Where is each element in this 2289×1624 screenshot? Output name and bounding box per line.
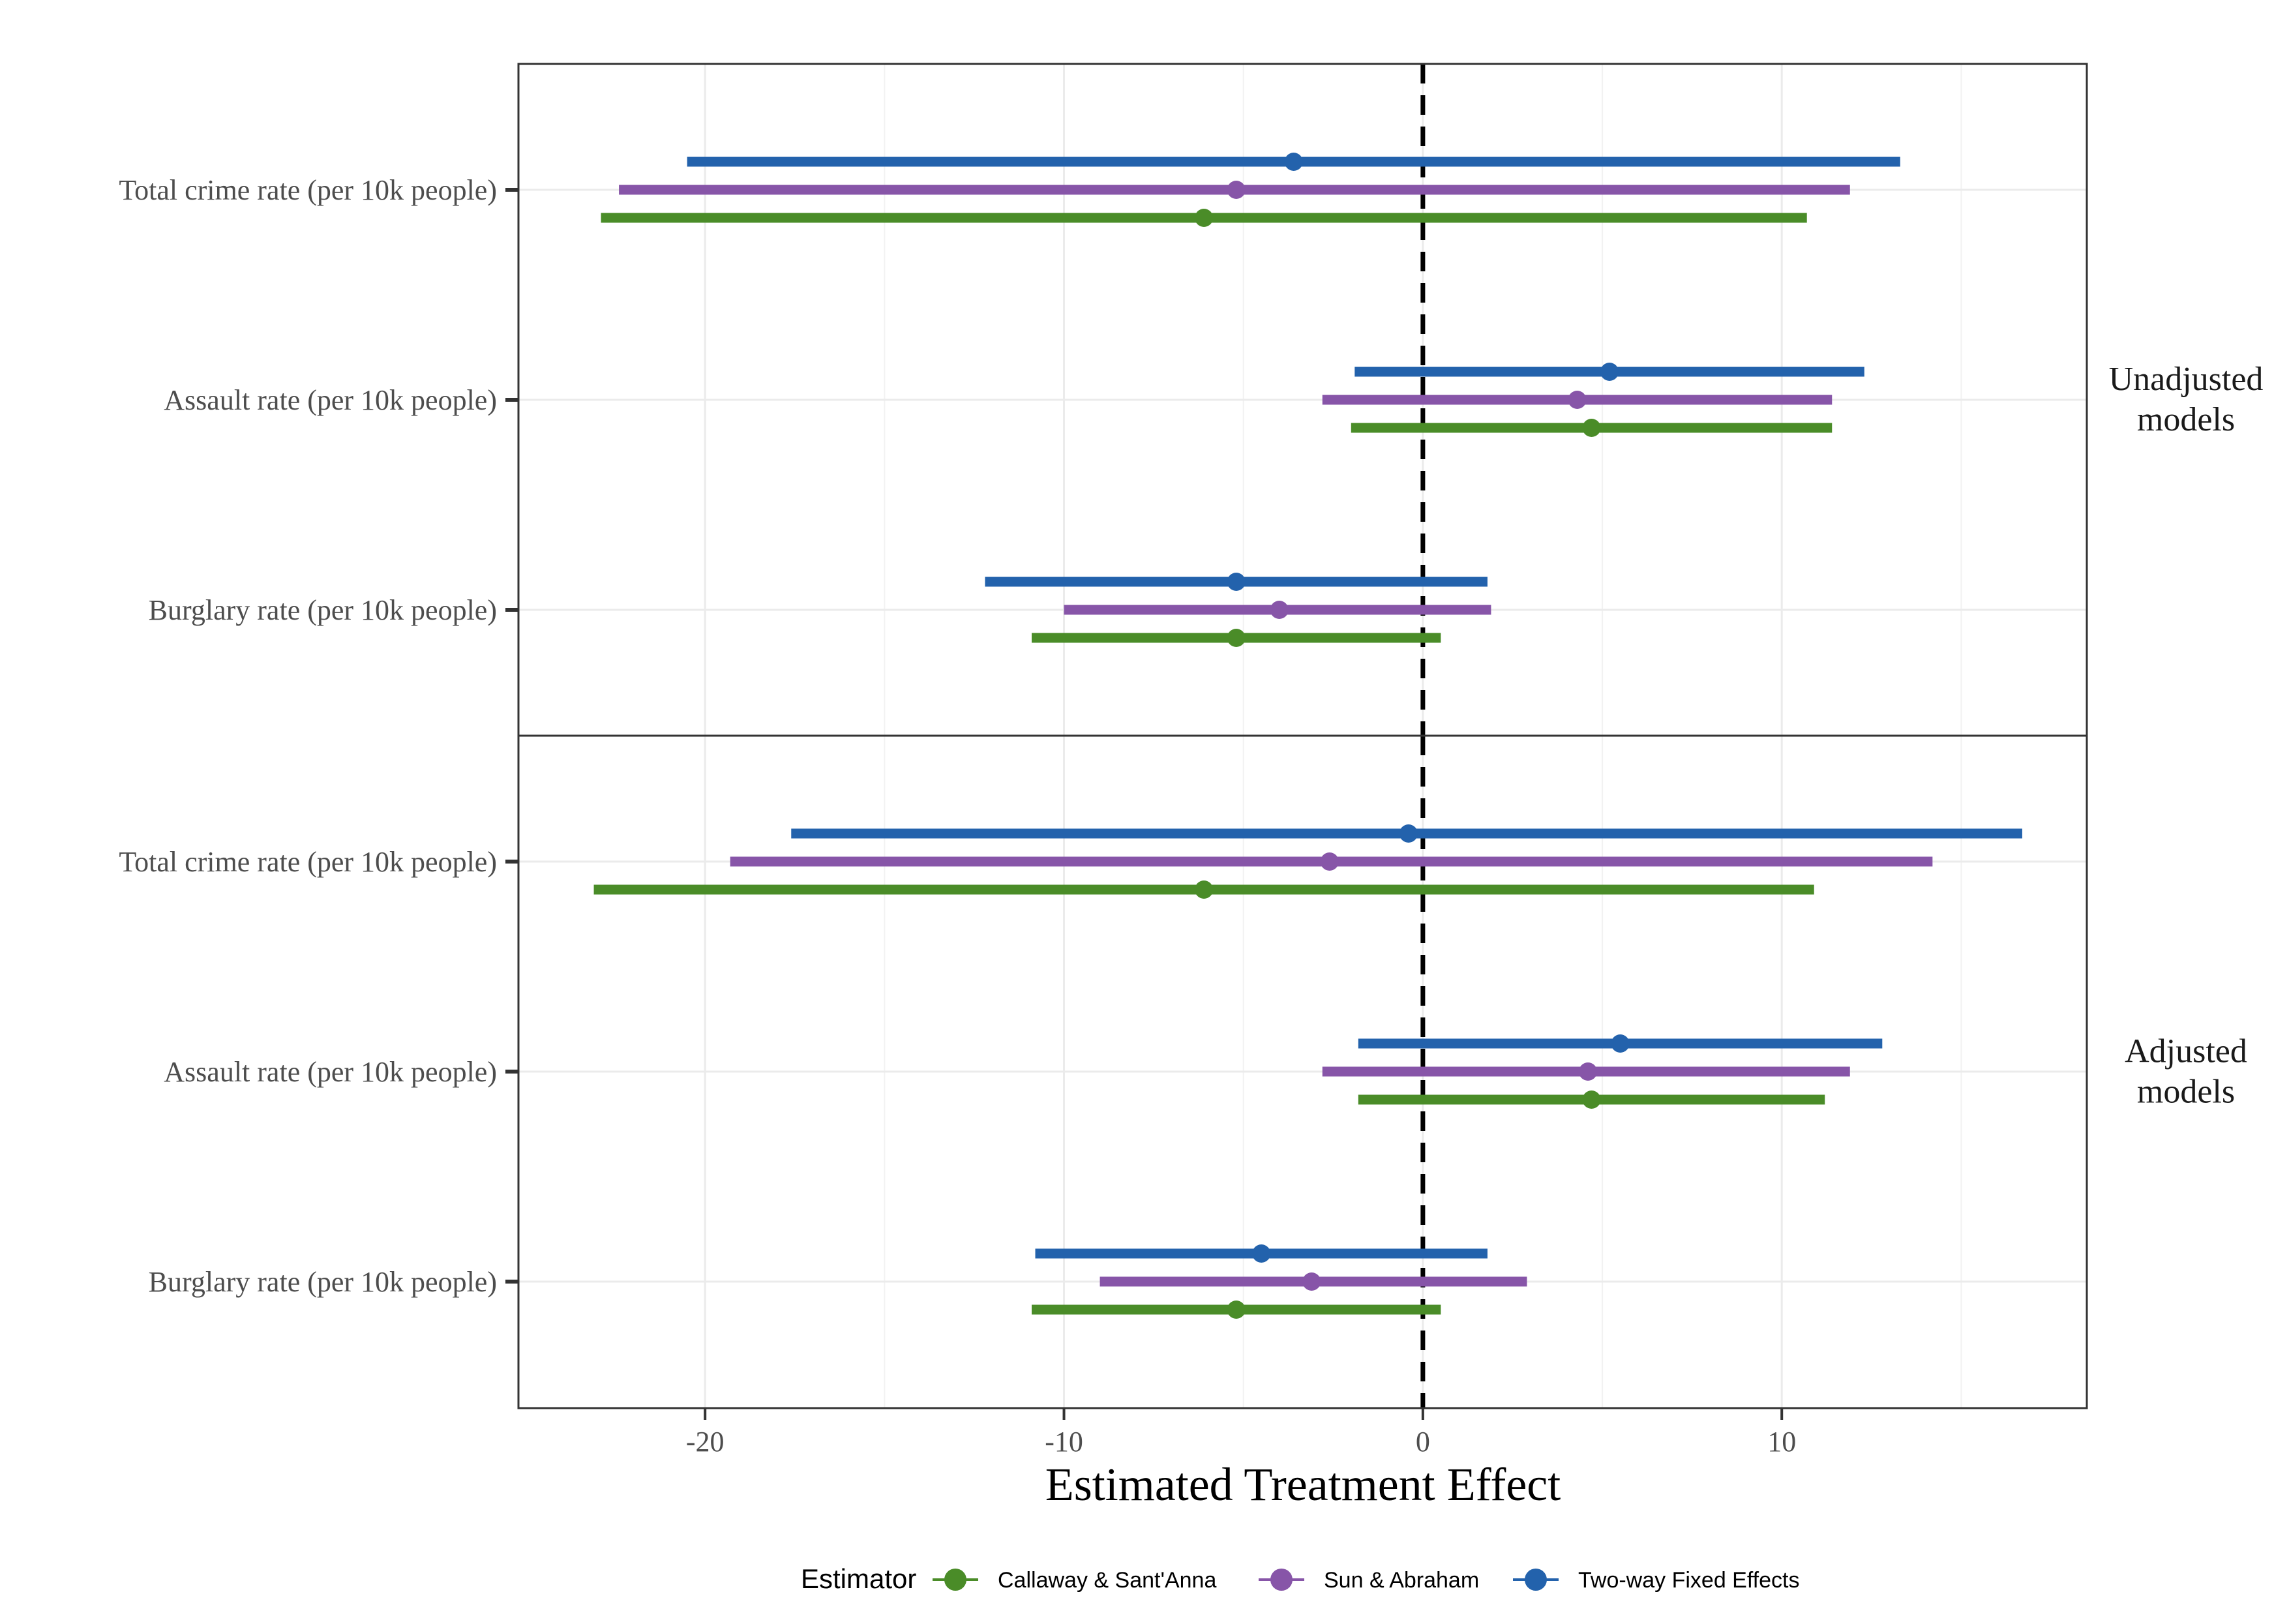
- y-tick-label: Total crime rate (per 10k people): [119, 846, 497, 878]
- legend-label: Callaway & Sant'Anna: [998, 1568, 1216, 1593]
- point-estimate: [1611, 1034, 1630, 1053]
- x-tick-label: 10: [1767, 1426, 1796, 1458]
- point-estimate: [1284, 153, 1303, 171]
- panel-strip-label: Unadjusted: [2109, 361, 2264, 398]
- legend-title: Estimator: [801, 1563, 916, 1594]
- point-estimate: [1195, 880, 1214, 899]
- point-estimate: [1195, 209, 1214, 227]
- y-tick-label: Assault rate (per 10k people): [164, 1056, 497, 1088]
- x-axis-title: Estimated Treatment Effect: [1045, 1458, 1561, 1511]
- point-estimate: [1320, 852, 1339, 871]
- point-estimate: [1568, 391, 1587, 409]
- panel-strip-label: Adjusted: [2125, 1033, 2247, 1070]
- point-estimate: [1252, 1244, 1271, 1263]
- point-estimate: [1227, 573, 1246, 591]
- y-tick-label: Total crime rate (per 10k people): [119, 174, 497, 206]
- panel-strip-label: models: [2137, 1074, 2235, 1111]
- legend-key-point: [1525, 1569, 1547, 1591]
- point-estimate: [1600, 363, 1619, 381]
- y-tick-label: Burglary rate (per 10k people): [149, 1266, 497, 1298]
- x-tick-label: 0: [1416, 1426, 1430, 1458]
- legend-label: Two-way Fixed Effects: [1578, 1568, 1800, 1593]
- panel-strip-label: models: [2137, 401, 2235, 438]
- point-estimate: [1227, 181, 1246, 199]
- legend-key-point: [1270, 1569, 1293, 1591]
- x-tick-label: -10: [1045, 1426, 1083, 1458]
- legend-label: Sun & Abraham: [1324, 1568, 1479, 1593]
- point-estimate: [1582, 419, 1601, 437]
- y-tick-label: Assault rate (per 10k people): [164, 384, 497, 416]
- point-estimate: [1399, 824, 1418, 843]
- point-estimate: [1582, 1090, 1601, 1109]
- point-estimate: [1579, 1062, 1598, 1081]
- x-tick-label: -20: [686, 1426, 725, 1458]
- point-estimate: [1227, 629, 1246, 647]
- y-tick-label: Burglary rate (per 10k people): [149, 594, 497, 626]
- point-estimate: [1270, 601, 1289, 619]
- point-estimate: [1227, 1301, 1246, 1319]
- legend-key-point: [944, 1569, 966, 1591]
- point-estimate: [1302, 1272, 1321, 1291]
